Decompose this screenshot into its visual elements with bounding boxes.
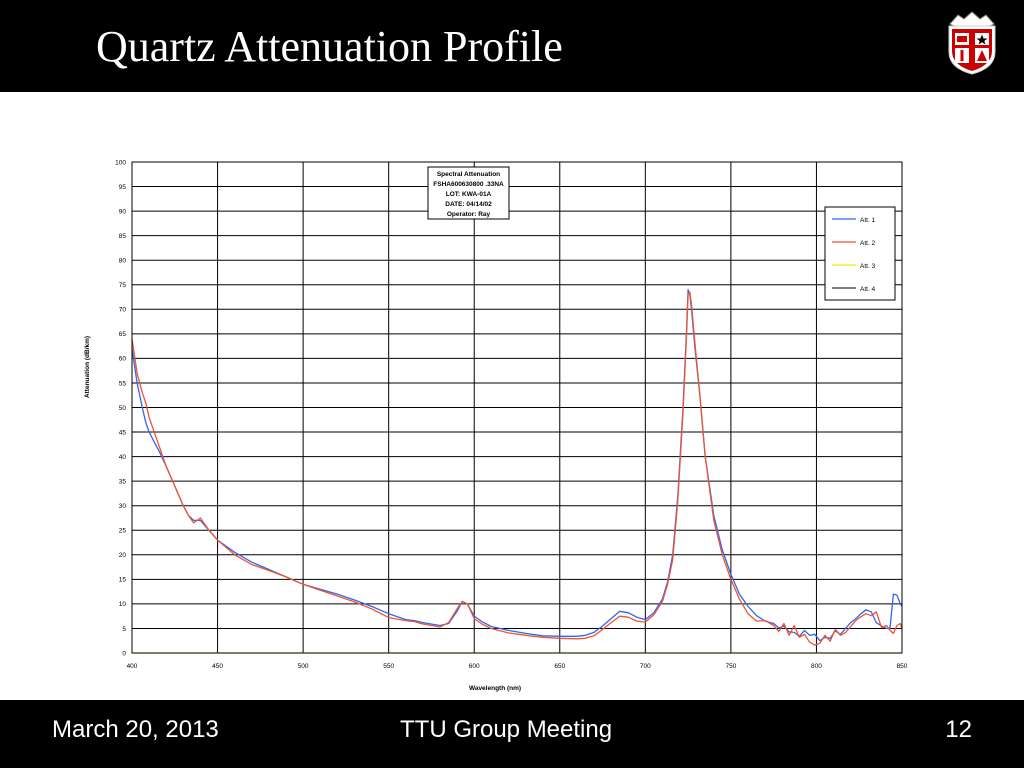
x-tick-label: 550 bbox=[383, 663, 394, 670]
x-tick-label: 800 bbox=[811, 663, 822, 670]
y-tick-label: 5 bbox=[122, 626, 126, 633]
y-tick-label: 100 bbox=[115, 159, 126, 166]
footer-page-number: 12 bbox=[945, 716, 972, 743]
series-line-att-2 bbox=[131, 291, 903, 646]
footer-meeting-name: TTU Group Meeting bbox=[400, 716, 613, 743]
x-tick-label: 650 bbox=[554, 663, 565, 670]
slide-content: 400 450 500 550 600 650 700 750 800 850 0 5 10 15 20 2… bbox=[0, 92, 1024, 700]
legend-label-att3: Att. 3 bbox=[860, 263, 876, 270]
y-axis-label: Attenuation (dB/km) bbox=[84, 336, 91, 398]
y-tick-label: 70 bbox=[119, 307, 127, 314]
y-tick-label: 35 bbox=[119, 478, 127, 485]
y-tick-label: 20 bbox=[119, 552, 127, 559]
footer-date: March 20, 2013 bbox=[52, 716, 219, 743]
y-tick-label: 75 bbox=[119, 282, 127, 289]
legend-label-att4: Att. 4 bbox=[860, 286, 876, 293]
x-tick-label: 850 bbox=[897, 663, 908, 670]
x-tick-label: 700 bbox=[640, 663, 651, 670]
info-box-line: DATE: 04/14/02 bbox=[445, 201, 492, 208]
y-tick-label: 0 bbox=[122, 650, 126, 657]
y-tick-label: 85 bbox=[119, 233, 127, 240]
info-box-line: LOT: KWA-01A bbox=[446, 191, 492, 198]
y-tick-label: 25 bbox=[119, 528, 127, 535]
y-tick-label: 10 bbox=[119, 601, 127, 608]
y-tick-label: 40 bbox=[119, 454, 127, 461]
x-tick-label: 500 bbox=[298, 663, 309, 670]
info-box-line: Operator: Ray bbox=[447, 211, 491, 218]
legend: Att. 1 Att. 2 Att. 3 Att. 4 bbox=[824, 206, 896, 301]
x-tick-label: 400 bbox=[127, 663, 138, 670]
title-bar: Quartz Attenuation Profile bbox=[0, 0, 930, 92]
ttu-shield-logo-icon bbox=[948, 11, 996, 75]
y-tick-label: 45 bbox=[119, 429, 127, 436]
y-tick-label: 65 bbox=[119, 331, 127, 338]
y-tick-label: 30 bbox=[119, 503, 127, 510]
y-tick-label: 60 bbox=[119, 356, 127, 363]
y-tick-label: 55 bbox=[119, 380, 127, 387]
x-tick-label: 450 bbox=[212, 663, 223, 670]
legend-label-att1: Att. 1 bbox=[860, 217, 876, 224]
y-tick-label: 50 bbox=[119, 405, 127, 412]
y-tick-label: 95 bbox=[119, 184, 127, 191]
x-axis-label: Wavelength (nm) bbox=[469, 685, 521, 692]
legend-label-att2: Att. 2 bbox=[860, 240, 876, 247]
y-tick-label: 90 bbox=[119, 208, 127, 215]
plot-frame bbox=[131, 161, 903, 654]
y-tick-label: 15 bbox=[119, 577, 127, 584]
y-tick-label: 80 bbox=[119, 258, 127, 265]
info-box: Spectral Attenuation FSHA600630800 .33NA… bbox=[427, 166, 510, 220]
x-tick-label: 600 bbox=[469, 663, 480, 670]
info-box-line: FSHA600630800 .33NA bbox=[433, 181, 504, 188]
x-tick-label: 750 bbox=[725, 663, 736, 670]
slide-title: Quartz Attenuation Profile bbox=[96, 22, 563, 71]
attenuation-chart: 400 450 500 550 600 650 700 750 800 850 0 5 10 15 20 2… bbox=[84, 159, 908, 692]
info-box-line: Spectral Attenuation bbox=[437, 171, 500, 178]
series-line-att-1 bbox=[131, 289, 903, 642]
